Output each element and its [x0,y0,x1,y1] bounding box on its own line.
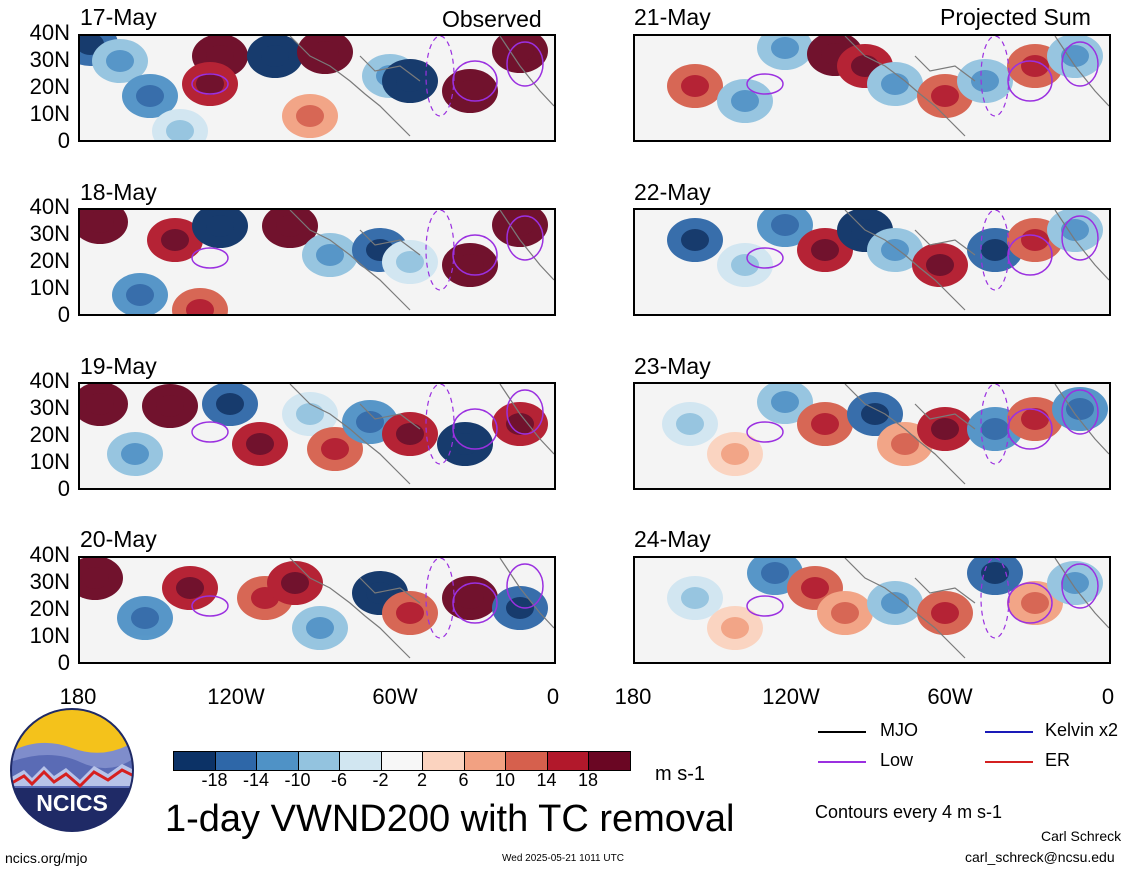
latitude-label: 20N [29,248,70,273]
latitude-label: 30N [29,395,70,420]
latitude-label: 40N [29,20,70,45]
site-link[interactable]: ncics.org/mjo [5,850,88,866]
colorbar-swatch [464,752,506,770]
latitude-label: 0 [57,650,70,675]
colorbar-tick-label: 14 [536,770,557,790]
map-panel-observed-19-may [78,382,556,490]
wind-anomaly-map [80,384,554,488]
legend-label-low: Low [880,750,914,770]
colorbar-swatch [547,752,589,770]
latitude-label: 40N [29,368,70,393]
colorbar [173,751,631,771]
wind-anomaly-map [635,384,1109,488]
latitude-label: 30N [29,47,70,72]
legend-label-mjo: MJO [880,720,918,740]
colorbar-swatch [257,752,299,770]
latitude-label: 30N [29,569,70,594]
latitude-label: 10N [29,623,70,648]
wind-anomaly-map [80,36,554,140]
latitude-label: 10N [29,449,70,474]
panel-date-label: 17-May [80,4,157,30]
longitude-label: 0 [546,684,560,709]
legend-line-kelvin [985,731,1033,733]
colorbar-swatch [381,752,423,770]
longitude-label: 180 [59,684,97,709]
wind-anomaly-map [80,558,554,662]
wind-anomaly-map [635,210,1109,314]
longitude-label: 0 [1101,684,1115,709]
colorbar-swatch [215,752,257,770]
colorbar-tick-label: -10 [284,770,311,790]
colorbar-tick-label: 2 [416,770,427,790]
colorbar-tick-label: -6 [330,770,347,790]
map-panel-observed-17-may [78,34,556,142]
legend-line-mjo [818,731,866,733]
panel-date-label: 20-May [80,526,157,552]
timestamp: Wed 2025-05-21 1011 UTC [502,853,624,864]
latitude-label: 20N [29,596,70,621]
longitude-label: 120W [762,684,820,709]
colorbar-swatch [589,752,630,770]
panel-date-label: 18-May [80,179,157,205]
legend-label-er: ER [1045,750,1071,770]
latitude-label: 0 [57,302,70,327]
longitude-label: 60W [372,684,418,709]
latitude-label: 0 [57,128,70,153]
colorbar-swatch [423,752,465,770]
map-panel-projected-23-may [633,382,1111,490]
latitude-label: 20N [29,74,70,99]
latitude-label: 10N [29,101,70,126]
colorbar-swatch [298,752,340,770]
projected-sum-label: Projected Sum [940,4,1091,30]
author-email: carl_schreck@ncsu.edu [965,849,1115,865]
observed-label: Observed [442,6,542,32]
longitude-label: 180 [614,684,652,709]
panel-date-label: 21-May [634,4,711,30]
latitude-label: 0 [57,476,70,501]
wind-anomaly-map [80,210,554,314]
legend-label-kelvin: Kelvin x2 [1045,720,1119,740]
wind-anomaly-map [635,558,1109,662]
legend-line-low [818,761,866,763]
colorbar-tick-label: -14 [242,770,269,790]
colorbar-units: m s-1 [655,763,705,785]
colorbar-tick-label: 6 [458,770,469,790]
panel-date-label: 22-May [634,179,711,205]
author-name: Carl Schreck [1041,828,1122,844]
chart-title: 1-day VWND200 with TC removal [165,798,735,840]
wind-anomaly-map [635,36,1109,140]
colorbar-swatch [174,752,216,770]
colorbar-tick-label: 18 [577,770,599,790]
latitude-label: 40N [29,194,70,219]
ncics-logo-text: NCICS [36,790,108,816]
colorbar-swatch [340,752,382,770]
map-panel-projected-21-may [633,34,1111,142]
colorbar-tick-label: 10 [494,770,516,790]
map-panel-projected-22-may [633,208,1111,316]
colorbar-tick-label: -2 [372,770,389,790]
map-panel-observed-18-may [78,208,556,316]
longitude-label: 120W [207,684,265,709]
panel-date-label: 19-May [80,353,157,379]
colorbar-swatch [506,752,548,770]
panel-date-label: 23-May [634,353,711,379]
latitude-label: 30N [29,221,70,246]
longitude-label: 60W [927,684,973,709]
latitude-label: 20N [29,422,70,447]
panel-date-label: 24-May [634,526,711,552]
legend-line-er [985,761,1033,763]
latitude-label: 40N [29,542,70,567]
ncics-logo: NCICS [10,708,134,832]
map-panel-observed-20-may [78,556,556,664]
latitude-label: 10N [29,275,70,300]
map-panel-projected-24-may [633,556,1111,664]
colorbar-tick-label: -18 [201,770,228,790]
contour-note: Contours every 4 m s-1 [815,802,1003,822]
